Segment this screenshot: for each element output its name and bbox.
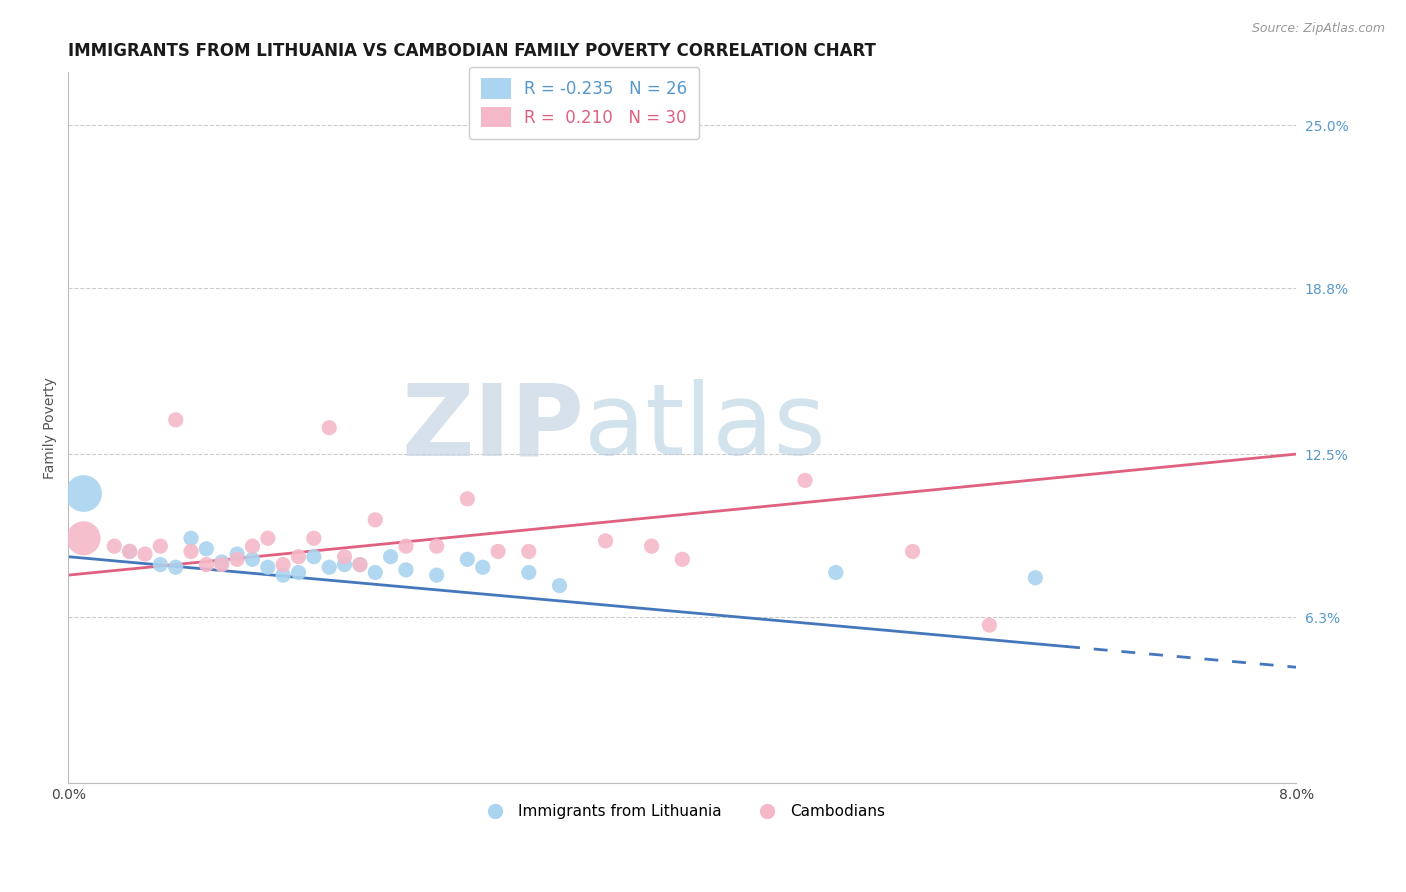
Point xyxy=(901,544,924,558)
Point xyxy=(165,560,187,574)
Text: Source: ZipAtlas.com: Source: ZipAtlas.com xyxy=(1251,22,1385,36)
Point xyxy=(242,552,264,566)
Point xyxy=(165,413,187,427)
Point xyxy=(118,544,141,558)
Point xyxy=(256,560,278,574)
Point xyxy=(517,544,540,558)
Point xyxy=(595,533,617,548)
Point xyxy=(180,544,202,558)
Point xyxy=(395,563,418,577)
Point xyxy=(302,549,325,564)
Point xyxy=(149,539,172,553)
Point xyxy=(287,566,309,580)
Point xyxy=(548,579,571,593)
Point xyxy=(456,491,478,506)
Point xyxy=(979,618,1001,632)
Text: atlas: atlas xyxy=(583,379,825,476)
Point xyxy=(349,558,371,572)
Point xyxy=(671,552,693,566)
Point xyxy=(824,566,846,580)
Point xyxy=(456,552,478,566)
Point xyxy=(195,558,218,572)
Y-axis label: Family Poverty: Family Poverty xyxy=(44,376,58,479)
Point xyxy=(471,560,494,574)
Point xyxy=(364,513,387,527)
Point xyxy=(103,539,125,553)
Point xyxy=(333,549,356,564)
Text: ZIP: ZIP xyxy=(401,379,583,476)
Point xyxy=(287,549,309,564)
Point xyxy=(318,421,340,435)
Point xyxy=(486,544,509,558)
Point xyxy=(195,541,218,556)
Point xyxy=(118,544,141,558)
Point xyxy=(226,547,249,561)
Point xyxy=(517,566,540,580)
Point xyxy=(364,566,387,580)
Point xyxy=(426,568,449,582)
Point xyxy=(395,539,418,553)
Point xyxy=(271,568,294,582)
Point xyxy=(349,558,371,572)
Point xyxy=(211,555,233,569)
Point xyxy=(380,549,402,564)
Point xyxy=(302,531,325,545)
Point xyxy=(211,558,233,572)
Point xyxy=(72,486,94,500)
Point xyxy=(72,531,94,545)
Point xyxy=(426,539,449,553)
Point xyxy=(149,558,172,572)
Point xyxy=(271,558,294,572)
Point xyxy=(1024,571,1046,585)
Point xyxy=(226,552,249,566)
Point xyxy=(333,558,356,572)
Legend: Immigrants from Lithuania, Cambodians: Immigrants from Lithuania, Cambodians xyxy=(474,798,891,825)
Point xyxy=(180,531,202,545)
Point xyxy=(794,474,817,488)
Point xyxy=(256,531,278,545)
Point xyxy=(242,539,264,553)
Point xyxy=(318,560,340,574)
Point xyxy=(640,539,662,553)
Point xyxy=(134,547,156,561)
Text: IMMIGRANTS FROM LITHUANIA VS CAMBODIAN FAMILY POVERTY CORRELATION CHART: IMMIGRANTS FROM LITHUANIA VS CAMBODIAN F… xyxy=(69,42,876,60)
